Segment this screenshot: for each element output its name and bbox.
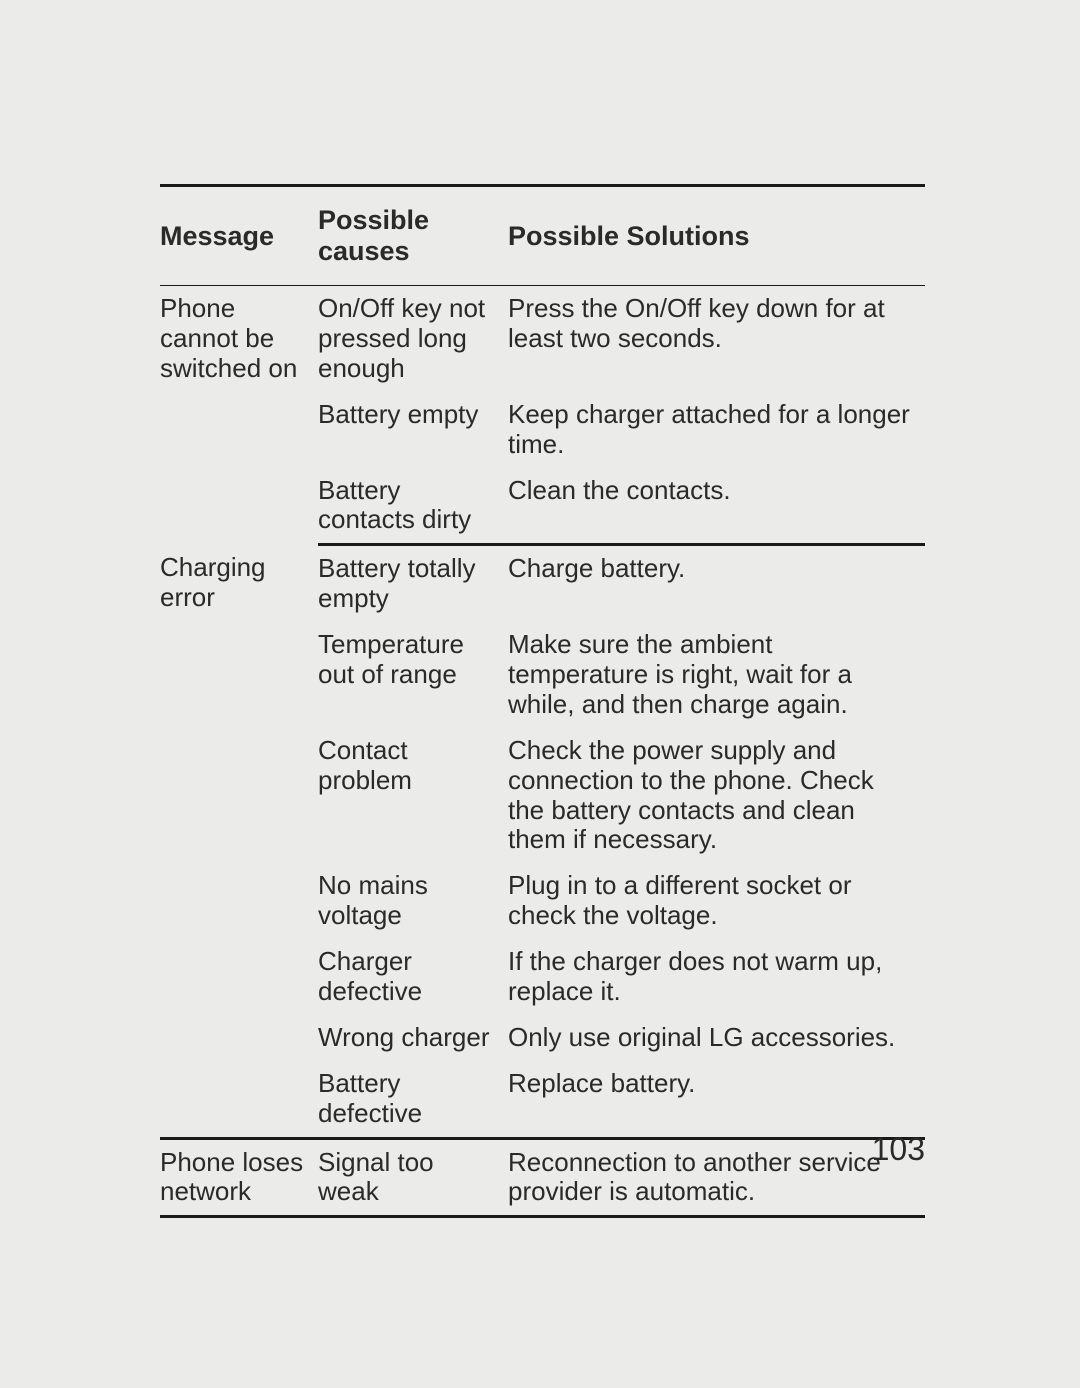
message-cell: Phone loses network bbox=[160, 1138, 318, 1217]
message-cell: Phone cannot be switched on bbox=[160, 286, 318, 545]
cause-cell: Battery totally empty bbox=[318, 545, 508, 622]
cause-cell: Charger defective bbox=[318, 939, 508, 1015]
col-header-causes: Possible causes bbox=[318, 186, 508, 286]
solution-cell: Reconnection to another service provider… bbox=[508, 1138, 925, 1217]
manual-page: Message Possible causes Possible Solutio… bbox=[0, 0, 1080, 1388]
solution-cell: Make sure the ambient temperature is rig… bbox=[508, 622, 925, 728]
table-row: Phone loses network Signal too weak Reco… bbox=[160, 1138, 925, 1217]
solution-cell: If the charger does not warm up, replace… bbox=[508, 939, 925, 1015]
solution-cell: Replace battery. bbox=[508, 1061, 925, 1138]
solution-cell: Plug in to a different socket or check t… bbox=[508, 863, 925, 939]
table-row: Charging error Battery totally empty Cha… bbox=[160, 545, 925, 622]
cause-cell: Wrong charger bbox=[318, 1015, 508, 1061]
cause-cell: Contact problem bbox=[318, 728, 508, 864]
solution-cell: Charge battery. bbox=[508, 545, 925, 622]
col-header-message: Message bbox=[160, 186, 318, 286]
cause-cell: Battery contacts dirty bbox=[318, 468, 508, 545]
cause-cell: Signal too weak bbox=[318, 1138, 508, 1217]
troubleshooting-table: Message Possible causes Possible Solutio… bbox=[160, 184, 925, 1218]
cause-cell: Battery defective bbox=[318, 1061, 508, 1138]
solution-cell: Only use original LG accessories. bbox=[508, 1015, 925, 1061]
table-header-row: Message Possible causes Possible Solutio… bbox=[160, 186, 925, 286]
cause-cell: Temperature out of range bbox=[318, 622, 508, 728]
solution-cell: Check the power supply and connection to… bbox=[508, 728, 925, 864]
cause-cell: Battery empty bbox=[318, 392, 508, 468]
cause-cell: On/Off key not pressed long enough bbox=[318, 286, 508, 392]
solution-cell: Clean the contacts. bbox=[508, 468, 925, 545]
table-row: Phone cannot be switched on On/Off key n… bbox=[160, 286, 925, 392]
solution-cell: Press the On/Off key down for at least t… bbox=[508, 286, 925, 392]
solution-cell: Keep charger attached for a longer time. bbox=[508, 392, 925, 468]
cause-cell: No mains voltage bbox=[318, 863, 508, 939]
col-header-solutions: Possible Solutions bbox=[508, 186, 925, 286]
message-cell: Charging error bbox=[160, 545, 318, 1138]
page-number: 103 bbox=[872, 1131, 925, 1168]
